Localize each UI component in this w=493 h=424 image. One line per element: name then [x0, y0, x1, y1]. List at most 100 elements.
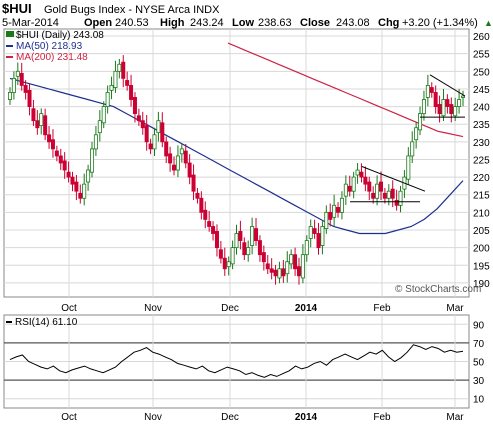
rsi-x-axis: Oct Nov Dec 2014 Feb Mar [61, 412, 464, 423]
candle-body [39, 113, 44, 127]
candle-body [316, 233, 321, 249]
candle-body [218, 249, 223, 259]
price-y-tick-label: 210 [473, 208, 490, 219]
candle-body [74, 181, 79, 192]
candle-body [390, 188, 395, 199]
watermark: © StockCharts.com [395, 284, 481, 295]
price-y-tick-label: 235 [473, 120, 490, 131]
rsi-x-tick-label: Mar [446, 412, 464, 423]
rsi-x-tick-label: Dec [221, 412, 239, 423]
candle-body [410, 141, 415, 157]
candle-body [336, 207, 341, 213]
candle-body [132, 97, 137, 115]
candle-body [214, 231, 219, 249]
candle-body [433, 92, 438, 107]
rsi-y-tick-label: 50 [473, 358, 485, 369]
candle-body [382, 192, 387, 199]
price-candles [7, 55, 465, 285]
candle-body [453, 106, 458, 117]
candle-body [148, 143, 153, 150]
candle-body [222, 257, 227, 270]
candle-body [386, 190, 391, 199]
candle-body [101, 106, 106, 124]
low-label: Low [232, 17, 254, 29]
price-y-tick-label: 250 [473, 67, 490, 78]
rsi-line [9, 344, 464, 378]
candle-body [117, 63, 122, 72]
rsi-x-tick-label: 2014 [295, 412, 318, 423]
rsi-grid [4, 315, 469, 408]
candle-body [113, 70, 118, 88]
candle-body [246, 247, 251, 256]
candle-body [418, 113, 423, 131]
quote-date: 5-Mar-2014 [2, 17, 59, 29]
price-x-tick-label: Oct [61, 303, 77, 314]
candle-body [129, 85, 134, 100]
candle-body [187, 162, 192, 178]
candle-body [230, 247, 235, 265]
index-name: Gold Bugs Index - NYSE Arca INDX [44, 4, 220, 16]
candle-body [347, 185, 352, 192]
price-y-tick-label: 225 [473, 155, 490, 166]
price-x-tick-label: Dec [221, 303, 239, 314]
candle-body [35, 120, 40, 129]
price-y-tick-label: 220 [473, 173, 490, 184]
close-label: Close [300, 17, 330, 29]
candle-body [304, 240, 309, 256]
candle-body [179, 148, 184, 155]
candle-body [109, 85, 114, 91]
candle-body [332, 204, 337, 218]
candle-body [140, 120, 145, 129]
candle-body [414, 127, 419, 141]
candle-body [105, 92, 110, 107]
trendlines [350, 74, 466, 203]
candle-body [238, 231, 243, 241]
candle-body [70, 176, 75, 185]
candle-body [31, 108, 36, 122]
price-y-axis: 190 195 200 205 210 215 220 225 230 235 240 245 250 2… [473, 32, 490, 290]
rsi-y-tick-label: 70 [473, 339, 485, 350]
candle-body [27, 89, 32, 107]
candle-body [183, 150, 188, 164]
price-y-tick-label: 260 [473, 32, 490, 43]
price-y-tick-label: 205 [473, 226, 490, 237]
candle-body [90, 148, 95, 173]
candle-body [437, 104, 442, 115]
price-x-tick-label: Mar [446, 303, 464, 314]
price-y-tick-label: 255 [473, 50, 490, 61]
candle-body [457, 99, 462, 107]
price-x-tick-label: 2014 [295, 303, 318, 314]
candle-body [363, 176, 368, 185]
candle-body [172, 164, 177, 171]
candle-body [136, 115, 141, 122]
candle-body [445, 99, 450, 107]
candle-body [367, 181, 372, 192]
candle-body [324, 211, 329, 229]
rsi-y-tick-label: 30 [473, 376, 485, 387]
candle-body [203, 209, 208, 220]
ma50-line [9, 77, 464, 235]
candle-body [54, 150, 59, 157]
price-x-tick-label: Feb [373, 303, 391, 314]
candle-body [273, 269, 278, 277]
candle-body [78, 192, 83, 199]
candle-body [47, 134, 52, 143]
price-y-tick-label: 195 [473, 261, 490, 272]
candle-body [11, 77, 16, 93]
candle-body [371, 192, 376, 199]
candle-body [293, 254, 298, 270]
candle-body [58, 155, 63, 164]
ticker-symbol: $HUI [2, 1, 32, 16]
candle-body [429, 87, 434, 93]
rsi-y-tick-label: 10 [473, 395, 485, 406]
candle-body [62, 160, 67, 171]
price-y-tick-label: 200 [473, 244, 490, 255]
candle-body [211, 226, 216, 234]
price-x-axis: Oct Nov Dec 2014 Feb Mar [61, 303, 464, 314]
candle-body [406, 155, 411, 180]
candle-body [160, 122, 165, 143]
price-y-tick-label: 190 [473, 279, 490, 290]
high-value: 243.24 [190, 17, 224, 29]
rsi-y-tick-label: 90 [473, 320, 485, 331]
candle-body [121, 61, 126, 79]
